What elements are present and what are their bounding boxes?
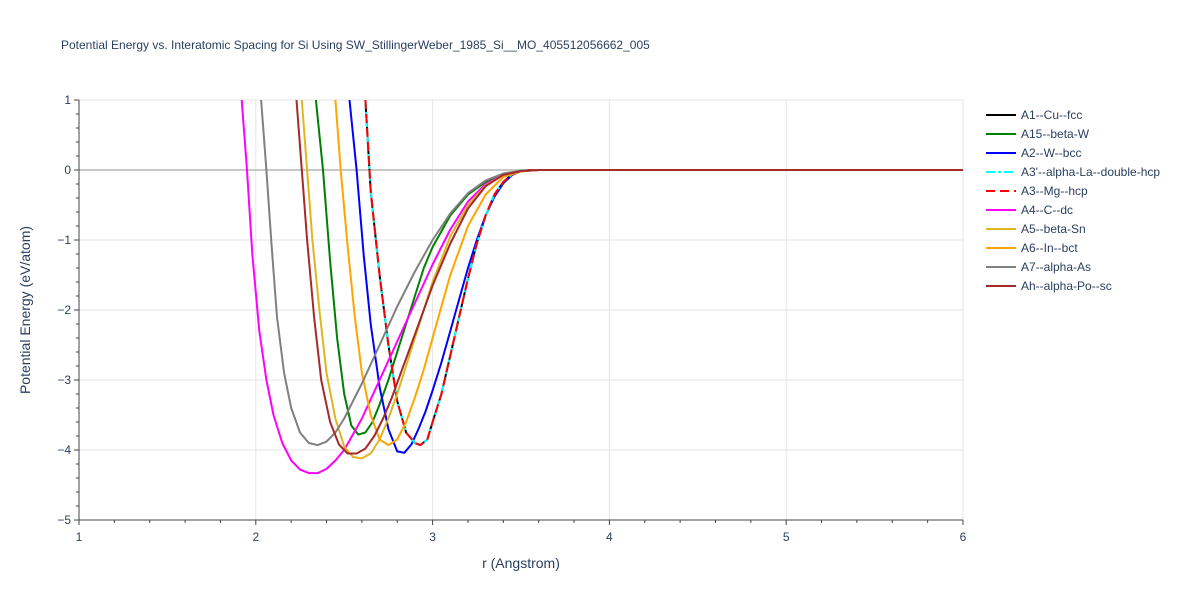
x-tick-label: 6 (960, 530, 967, 544)
legend-item[interactable]: A4--C--dc (986, 203, 1073, 217)
x-tick-label: 5 (783, 530, 790, 544)
legend-item[interactable]: A2--W--bcc (986, 146, 1081, 160)
x-tick-label: 1 (76, 530, 83, 544)
series-line-A6--In--bct (334, 100, 963, 447)
y-tick-label: −3 (57, 373, 71, 387)
legend-label: A6--In--bct (1021, 241, 1078, 255)
tick-labels: 1 2 3 4 5 6 1 0 −1 −2 −3 −4 −5 (57, 93, 966, 544)
y-axis-title: Potential Energy (eV/atom) (17, 226, 33, 394)
y-tick-label: −1 (57, 233, 71, 247)
y-tick-label: 1 (64, 93, 71, 107)
legend[interactable]: A1--Cu--fcc A15--beta-W A2--W--bcc A3'--alp… (986, 108, 1160, 293)
legend-item[interactable]: A5--beta-Sn (986, 222, 1086, 236)
y-tick-label: 0 (64, 163, 71, 177)
legend-item[interactable]: A3--Mg--hcp (986, 184, 1088, 198)
x-tick-label: 2 (252, 530, 259, 544)
x-axis-title: r (Angstrom) (482, 555, 560, 571)
legend-label: A7--alpha-As (1021, 260, 1091, 274)
y-tick-label: −2 (57, 303, 71, 317)
series-lines (240, 100, 963, 475)
x-tick-label: 3 (429, 530, 436, 544)
legend-label: A15--beta-W (1021, 127, 1090, 141)
legend-item[interactable]: A3'--alpha-La--double-hcp (986, 165, 1160, 179)
x-tick-label: 4 (606, 530, 613, 544)
legend-label: A3'--alpha-La--double-hcp (1021, 165, 1160, 179)
legend-label: A4--C--dc (1021, 203, 1073, 217)
axes (74, 99, 964, 525)
y-tick-label: −4 (57, 443, 71, 457)
legend-item[interactable]: A1--Cu--fcc (986, 108, 1082, 122)
series-line-A7--alpha-As (260, 100, 963, 447)
legend-item[interactable]: A7--alpha-As (986, 260, 1091, 274)
legend-label: Ah--alpha-Po--sc (1021, 279, 1112, 293)
legend-label: A1--Cu--fcc (1021, 108, 1082, 122)
chart-title: Potential Energy vs. Interatomic Spacing… (61, 38, 650, 52)
legend-item[interactable]: A6--In--bct (986, 241, 1078, 255)
legend-item[interactable]: Ah--alpha-Po--sc (986, 279, 1112, 293)
legend-label: A2--W--bcc (1021, 146, 1081, 160)
legend-label: A3--Mg--hcp (1021, 184, 1088, 198)
legend-item[interactable]: A15--beta-W (986, 127, 1090, 141)
y-tick-label: −5 (57, 513, 71, 527)
legend-label: A5--beta-Sn (1021, 222, 1086, 236)
series-line-Ah--alpha-Po--sc (295, 100, 963, 455)
